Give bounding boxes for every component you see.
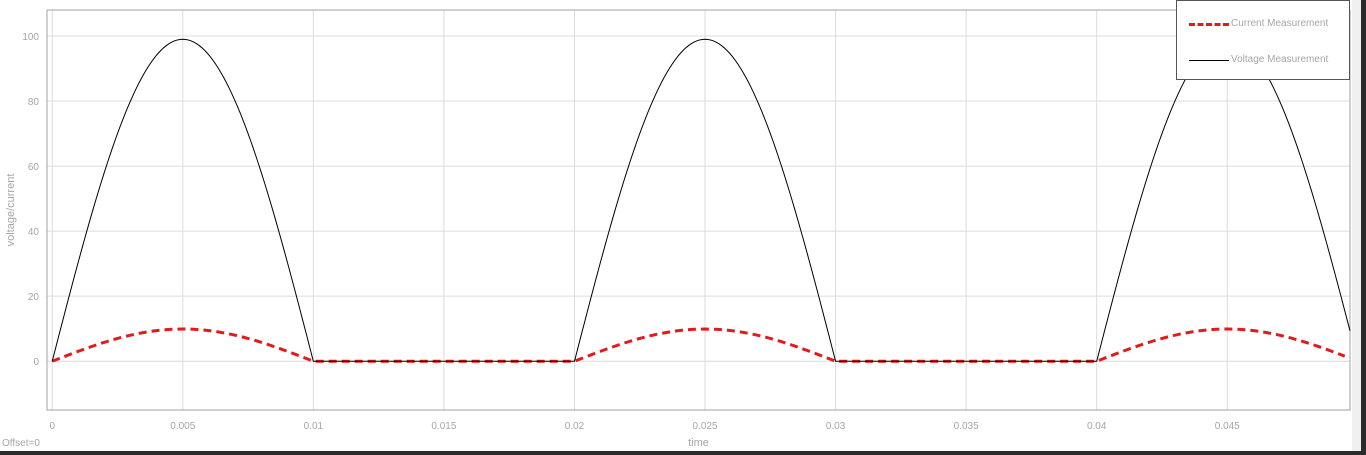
legend-item-voltage: Voltage Measurement: [1177, 51, 1351, 71]
legend-label-current: Current Measurement: [1231, 18, 1329, 29]
offset-readout: Offset=0: [2, 438, 40, 449]
y-tick-label: 0: [33, 357, 39, 368]
window-right-border: [1361, 0, 1366, 455]
y-tick-label: 80: [28, 97, 40, 108]
x-axis-label: time: [688, 437, 709, 449]
x-tick-label: 0.04: [1087, 421, 1107, 432]
x-tick-label: 0.015: [431, 421, 456, 432]
x-tick-label: 0.02: [565, 421, 585, 432]
x-tick-label: 0: [49, 421, 55, 432]
x-tick-label: 0.005: [170, 421, 195, 432]
y-tick-label: 40: [28, 227, 40, 238]
legend-swatch-current: [1189, 23, 1229, 26]
y-tick-label: 100: [22, 32, 39, 43]
window-bottom-border: [0, 451, 1366, 455]
x-tick-label: 0.045: [1215, 421, 1240, 432]
x-tick-label: 0.035: [954, 421, 979, 432]
axes-frame: [46, 9, 1351, 411]
y-axis-ticks: 0 20 40 60 80 100: [22, 32, 39, 368]
legend-label-voltage: Voltage Measurement: [1231, 54, 1329, 65]
y-tick-label: 60: [28, 162, 40, 173]
y-tick-label: 20: [28, 292, 40, 303]
legend-swatch-voltage: [1189, 60, 1229, 61]
x-tick-label: 0.025: [693, 421, 718, 432]
axes-box: [46, 9, 1351, 411]
series-lines: [51, 38, 1351, 363]
series-line-current: [51, 327, 1346, 363]
series-line-voltage: [51, 38, 1351, 362]
x-tick-label: 0.03: [826, 421, 846, 432]
grid: [47, 10, 1350, 410]
legend[interactable]: Current Measurement Voltage Measurement: [1176, 0, 1350, 80]
legend-item-current: Current Measurement: [1177, 15, 1351, 35]
y-axis-label: voltage/current: [5, 174, 17, 247]
x-tick-label: 0.01: [304, 421, 324, 432]
x-axis-ticks: 0 0.005 0.01 0.015 0.02 0.025 0.03 0.035 0.04 0.0…: [49, 421, 1240, 432]
